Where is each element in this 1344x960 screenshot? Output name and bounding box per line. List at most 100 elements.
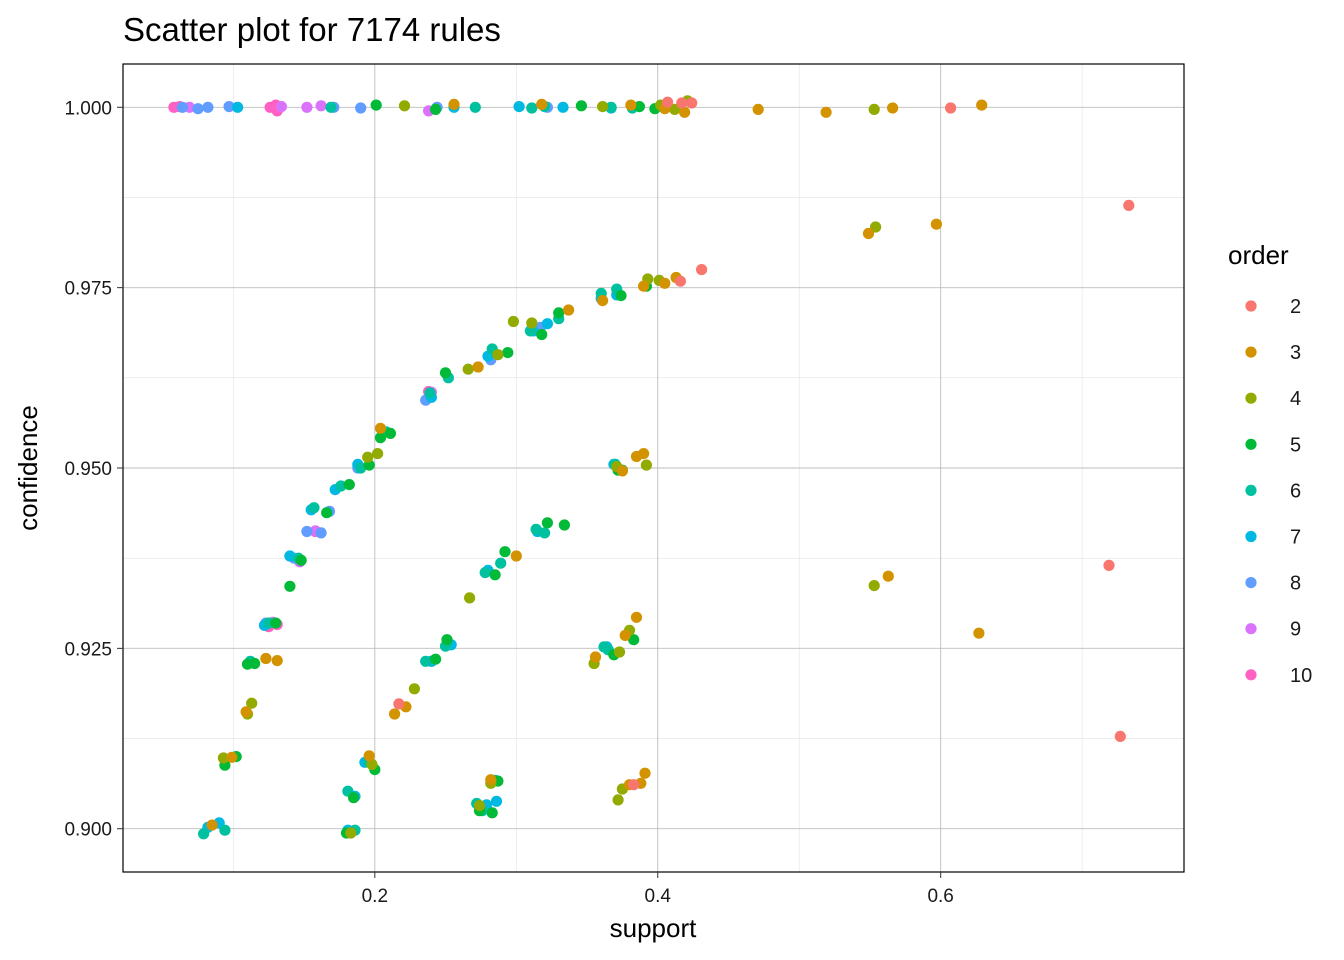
point-order-6-8 [424, 387, 436, 399]
point-order-4-20 [217, 752, 229, 764]
point-order-5-32 [348, 792, 360, 804]
point-order-4-13 [868, 580, 880, 592]
point-order-9-8 [315, 100, 327, 112]
point-order-2-0 [662, 96, 674, 108]
legend-key-10 [1245, 669, 1257, 681]
point-order-7-9 [284, 550, 296, 562]
point-order-4-12 [464, 592, 476, 604]
x-tick-label-1: 0.4 [645, 886, 672, 907]
y-tick-label-2: 0.950 [64, 459, 112, 480]
series-order-4 [217, 95, 882, 839]
point-order-2-3 [945, 102, 957, 114]
y-axis-title: confidence [13, 405, 43, 531]
point-order-3-27 [271, 655, 283, 667]
point-order-3-2 [679, 106, 691, 118]
point-order-3-15 [472, 361, 484, 373]
data-points [168, 95, 1135, 840]
point-order-3-24 [619, 629, 631, 642]
point-order-5-23 [558, 519, 571, 531]
point-order-3-21 [882, 570, 894, 582]
point-order-2-8 [1114, 730, 1126, 743]
point-order-6-0 [605, 101, 617, 113]
legend-label-3: 3 [1290, 342, 1301, 364]
point-order-3-22 [973, 627, 985, 639]
point-order-2-1 [676, 97, 688, 109]
point-order-4-17 [408, 683, 420, 695]
point-order-4-5 [870, 221, 882, 233]
point-order-4-26 [345, 827, 357, 839]
point-order-3-3 [752, 103, 764, 115]
legend-label-5: 5 [1290, 434, 1301, 456]
point-order-4-25 [366, 758, 378, 771]
legend-key-4 [1245, 392, 1257, 404]
legend-key-8 [1245, 577, 1257, 589]
point-order-7-23 [490, 795, 503, 807]
point-order-5-18 [241, 658, 254, 670]
grid [123, 64, 1184, 872]
point-order-7-2 [541, 318, 554, 330]
point-order-4-11 [372, 448, 384, 460]
legend-key-9 [1245, 623, 1257, 635]
point-order-4-14 [613, 646, 626, 658]
point-order-2-2 [686, 97, 698, 109]
point-order-5-5 [553, 307, 565, 319]
x-tick-label-2: 0.6 [927, 886, 953, 907]
point-order-6-25 [598, 641, 610, 653]
point-order-3-14 [563, 304, 575, 316]
point-order-5-1 [633, 101, 646, 113]
point-order-5-38 [430, 103, 442, 115]
y-tick-label-4: 1.000 [64, 98, 112, 119]
point-order-5-35 [486, 807, 498, 819]
legend-label-10: 10 [1290, 665, 1312, 687]
point-order-8-17 [192, 103, 204, 115]
point-order-3-33 [485, 774, 497, 786]
point-order-2-9 [393, 698, 405, 710]
point-order-8-13 [355, 102, 367, 114]
point-order-3-9 [930, 218, 943, 230]
point-order-5-27 [441, 634, 453, 646]
point-order-6-11 [335, 480, 347, 492]
point-order-3-12 [659, 277, 671, 289]
point-order-3-26 [260, 652, 272, 665]
legend-label-8: 8 [1290, 573, 1301, 595]
point-order-5-29 [628, 634, 640, 646]
point-order-6-10 [355, 462, 367, 474]
point-order-7-26 [513, 101, 525, 113]
point-order-5-25 [499, 546, 511, 558]
series-order-10 [168, 99, 435, 633]
point-order-5-14 [284, 580, 296, 592]
point-order-4-30 [462, 363, 474, 375]
point-order-8-10 [202, 101, 214, 113]
legend-key-2 [1245, 300, 1257, 312]
point-order-3-13 [638, 280, 650, 292]
point-order-5-26 [489, 569, 501, 581]
point-order-4-4 [868, 103, 880, 115]
point-order-3-25 [589, 651, 602, 663]
point-order-6-12 [308, 502, 320, 514]
chart-title: Scatter plot for 7174 rules [123, 11, 501, 48]
series-order-3 [206, 98, 988, 831]
point-order-5-24 [541, 517, 554, 529]
x-axis-title: support [610, 913, 697, 943]
point-order-5-9 [384, 427, 396, 439]
point-order-7-24 [232, 101, 244, 113]
point-order-6-17 [198, 828, 210, 840]
point-order-3-36 [363, 750, 375, 762]
point-order-4-2 [669, 103, 681, 115]
y-axis: 0.900 0.925 0.950 0.975 1.000 [64, 98, 123, 841]
point-order-3-18 [630, 450, 643, 463]
x-tick-label-0: 0.2 [362, 886, 388, 907]
point-order-5-4 [615, 290, 627, 302]
point-order-3-38 [597, 295, 609, 307]
point-order-4-28 [526, 317, 538, 329]
point-order-3-10 [862, 227, 875, 240]
point-order-4-10 [362, 451, 374, 463]
point-order-4-24 [473, 800, 486, 812]
point-order-5-28 [430, 653, 442, 665]
point-order-3-4 [820, 106, 832, 118]
point-order-3-34 [206, 819, 218, 831]
legend-label-9: 9 [1290, 619, 1301, 641]
point-order-5-12 [343, 479, 355, 491]
point-order-5-16 [270, 617, 282, 629]
